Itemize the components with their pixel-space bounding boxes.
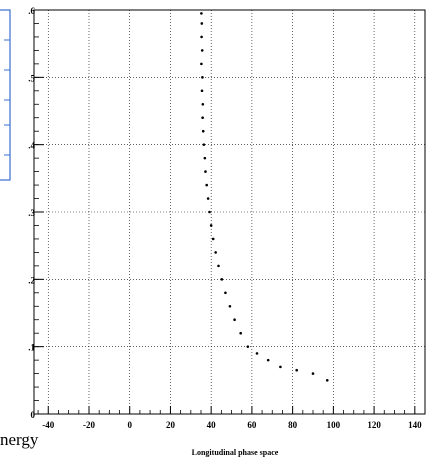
scatter-point (255, 352, 259, 355)
x-tick-label: 120 (367, 420, 381, 430)
tick-labels: -40 -20 0 20 40 60 80 100 120 140 0 .1 .2 .3 .4 .5 .6 (28, 6, 422, 430)
scatter-points (200, 12, 329, 382)
scatter-point (201, 116, 204, 120)
x-tick-label: 80 (288, 420, 298, 430)
x-tick-label: -40 (42, 420, 54, 430)
y-tick-label: .3 (28, 208, 35, 218)
x-tick-label: 60 (247, 420, 257, 430)
scatter-point (220, 278, 224, 281)
scatter-point (205, 183, 208, 187)
scatter-point (214, 251, 217, 254)
scatter-point (239, 331, 243, 335)
scatter-point (201, 76, 204, 79)
x-tick-label: 100 (327, 420, 341, 430)
x-tick-label: -20 (83, 420, 95, 430)
x-tick-label: 0 (127, 420, 132, 430)
y-tick-label: .5 (28, 73, 35, 83)
scatter-point (208, 210, 211, 214)
scatter-point (201, 102, 205, 106)
scatter-point (217, 264, 220, 268)
overlapping-panel-frame (0, 9, 11, 181)
scatter-point (279, 365, 282, 369)
y-tick-label: .1 (28, 343, 35, 353)
scatter-point (204, 170, 207, 173)
scatter-point (202, 143, 206, 146)
scatter-point (295, 368, 299, 372)
scatter-point (228, 304, 232, 308)
y-tick-label: 0 (31, 410, 36, 420)
scatter-point (233, 318, 236, 322)
y-tick-label: .2 (28, 275, 35, 285)
scatter-point (200, 35, 203, 39)
y-tick-label: .6 (28, 6, 35, 16)
scatter-point (246, 345, 250, 348)
scatter-point (325, 379, 329, 382)
overlapping-panel (0, 9, 11, 181)
x-tick-label: 20 (166, 420, 176, 430)
x-axis-title: Longitudinal phase space (192, 448, 279, 457)
cut-off-label: nergy (0, 430, 39, 449)
axis-ticks (34, 9, 426, 415)
scatter-point (224, 291, 227, 295)
scatter-point (200, 22, 204, 25)
x-tick-label: 40 (207, 420, 217, 430)
scatter-point (200, 49, 204, 52)
grid-lines (34, 10, 425, 414)
scatter-point (266, 358, 270, 362)
scatter-point (200, 89, 204, 93)
scatter-point (200, 12, 203, 15)
scatter-point (203, 156, 207, 160)
scatter-point (211, 237, 215, 241)
scatter-point (201, 129, 205, 133)
y-tick-label: .4 (28, 141, 35, 151)
scatter-point (311, 372, 315, 375)
scatter-point (200, 62, 203, 66)
x-tick-label: 140 (408, 420, 422, 430)
scatter-point (206, 197, 210, 200)
scatter-point (209, 224, 213, 227)
